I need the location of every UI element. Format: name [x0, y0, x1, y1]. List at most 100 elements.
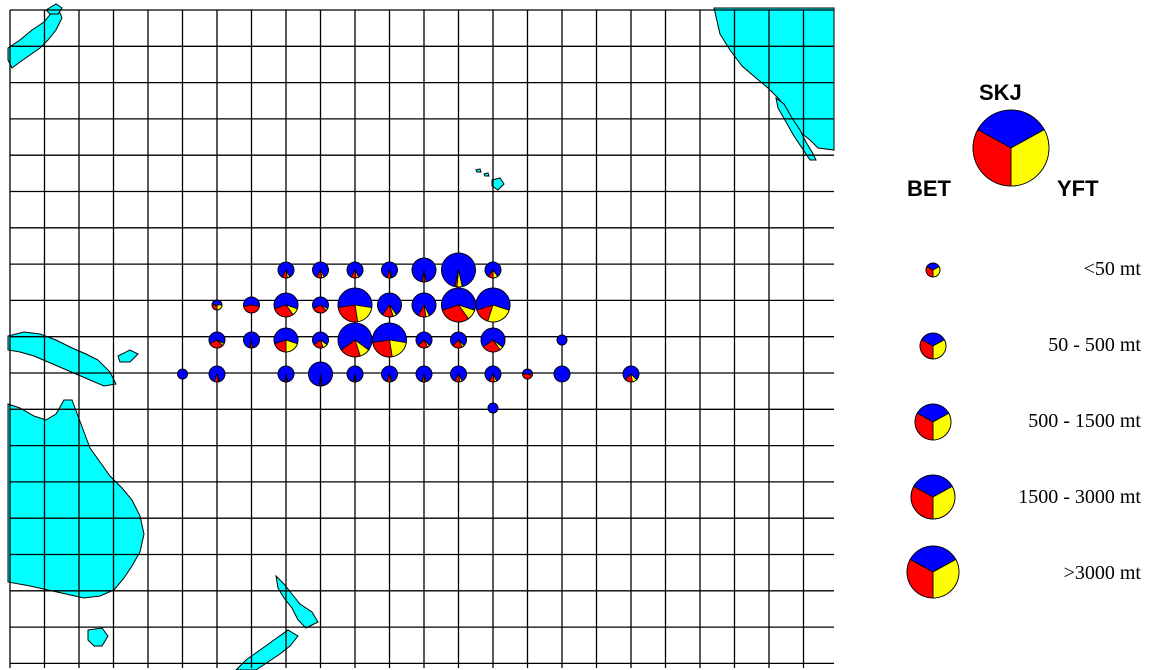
landmass-hawaii: [491, 177, 505, 191]
pie-outline: [337, 322, 373, 358]
pie-outline: [211, 299, 223, 311]
pie-outline: [484, 261, 502, 279]
catch-pie: [411, 257, 437, 283]
catch-pie: [381, 365, 398, 383]
pie-outline: [277, 261, 295, 279]
pie-outline: [522, 368, 533, 380]
pie-outline: [556, 334, 568, 346]
catch-pie: [273, 327, 299, 353]
legend-size-label-4: 1500 - 3000 mt: [1018, 486, 1141, 508]
pie-outline: [622, 365, 640, 383]
pie-outline: [381, 365, 398, 383]
pie-outline: [415, 331, 433, 349]
catch-pie: [553, 365, 571, 383]
legend-species-right-label: YFT: [1057, 176, 1099, 201]
legend-size-label-3: 500 - 1500 mt: [1028, 410, 1141, 432]
legend-size-pie: [925, 262, 941, 278]
catch-pie: [208, 331, 226, 349]
catch-pie: [415, 331, 433, 349]
pie-outline: [411, 292, 437, 318]
landmass-japan: [7, 7, 63, 69]
landmass-new-britain: [117, 349, 139, 363]
pie-outline: [484, 365, 502, 383]
catch-pie: [480, 327, 506, 353]
catch-pie: [475, 287, 511, 323]
catch-pie: [484, 365, 502, 383]
legend: SKJ BET YFT <50 mt 50 - 500 mt 500 - 150…: [845, 0, 1153, 670]
pie-outline: [553, 365, 571, 383]
pie-outline: [411, 257, 437, 283]
pie-outline: [972, 109, 1050, 187]
pie-outline: [208, 331, 226, 349]
legend-size-label-1: <50 mt: [1083, 258, 1141, 280]
catch-pie: [415, 365, 433, 383]
pie-outline: [312, 331, 329, 349]
legend-species-top-label: SKJ: [979, 80, 1022, 105]
legend-size-pie: [919, 332, 947, 360]
catch-pie: [177, 368, 188, 380]
pie-outline: [273, 292, 299, 318]
pie-outline: [337, 287, 373, 323]
pie-outline: [243, 296, 260, 314]
pie-outline: [450, 365, 467, 383]
catch-pie: [556, 334, 568, 346]
legend-symbols: [906, 109, 1050, 599]
legend-species-left-label: BET: [907, 176, 951, 201]
pie-outline: [475, 287, 511, 323]
legend-size-pie: [914, 403, 952, 441]
pie-outline: [381, 261, 398, 279]
catch-pie: [450, 331, 467, 349]
catch-pie: [312, 261, 329, 279]
lat-lon-grid: [9, 9, 834, 668]
catch-pie: [277, 365, 295, 383]
catch-pie: [346, 365, 364, 383]
landmass-japan-north: [45, 3, 63, 15]
pie-outline: [441, 287, 476, 323]
pie-outline: [177, 368, 188, 380]
pie-outline: [277, 365, 295, 383]
landmass-baja: [775, 96, 817, 161]
pie-outline: [914, 403, 952, 441]
catch-pie: [208, 365, 226, 383]
catch-pie: [243, 296, 260, 314]
pie-outline: [919, 332, 947, 360]
pie-outline: [910, 474, 956, 520]
catch-pie: [484, 261, 502, 279]
catch-pie: [450, 365, 467, 383]
catch-pie: [211, 299, 223, 311]
catch-pie: [243, 331, 260, 349]
catch-pie: [312, 331, 329, 349]
pie-outline: [377, 292, 402, 318]
catch-pie: [337, 287, 373, 323]
catch-pie: [273, 292, 299, 318]
legend-species-pie: [972, 109, 1050, 187]
pie-outline: [273, 327, 299, 353]
pacific-catch-map: [7, 3, 835, 670]
pie-outline: [243, 331, 260, 349]
pie-outline: [415, 365, 433, 383]
catch-pie: [346, 261, 364, 279]
catch-pie: [522, 368, 533, 380]
pie-outline: [346, 261, 364, 279]
catch-pie: [337, 322, 373, 358]
catch-pie: [487, 402, 499, 414]
pie-outline: [906, 545, 960, 599]
catch-pie: [441, 287, 476, 323]
catch-pies: [177, 252, 640, 414]
catch-pie: [372, 322, 407, 358]
landmass-tasmania: [87, 627, 109, 647]
pie-outline: [308, 361, 333, 387]
legend-size-pie: [910, 474, 956, 520]
catch-pie: [411, 292, 437, 318]
pie-outline: [312, 296, 329, 314]
pie-outline: [925, 262, 941, 278]
pie-outline: [450, 331, 467, 349]
pie-outline: [372, 322, 407, 358]
pie-outline: [441, 252, 476, 288]
legend-size-pie: [906, 545, 960, 599]
pie-outline: [312, 261, 329, 279]
catch-pie: [441, 252, 476, 288]
catch-pie: [277, 261, 295, 279]
pie-outline: [346, 365, 364, 383]
legend-size-label-5: >3000 mt: [1063, 562, 1141, 584]
